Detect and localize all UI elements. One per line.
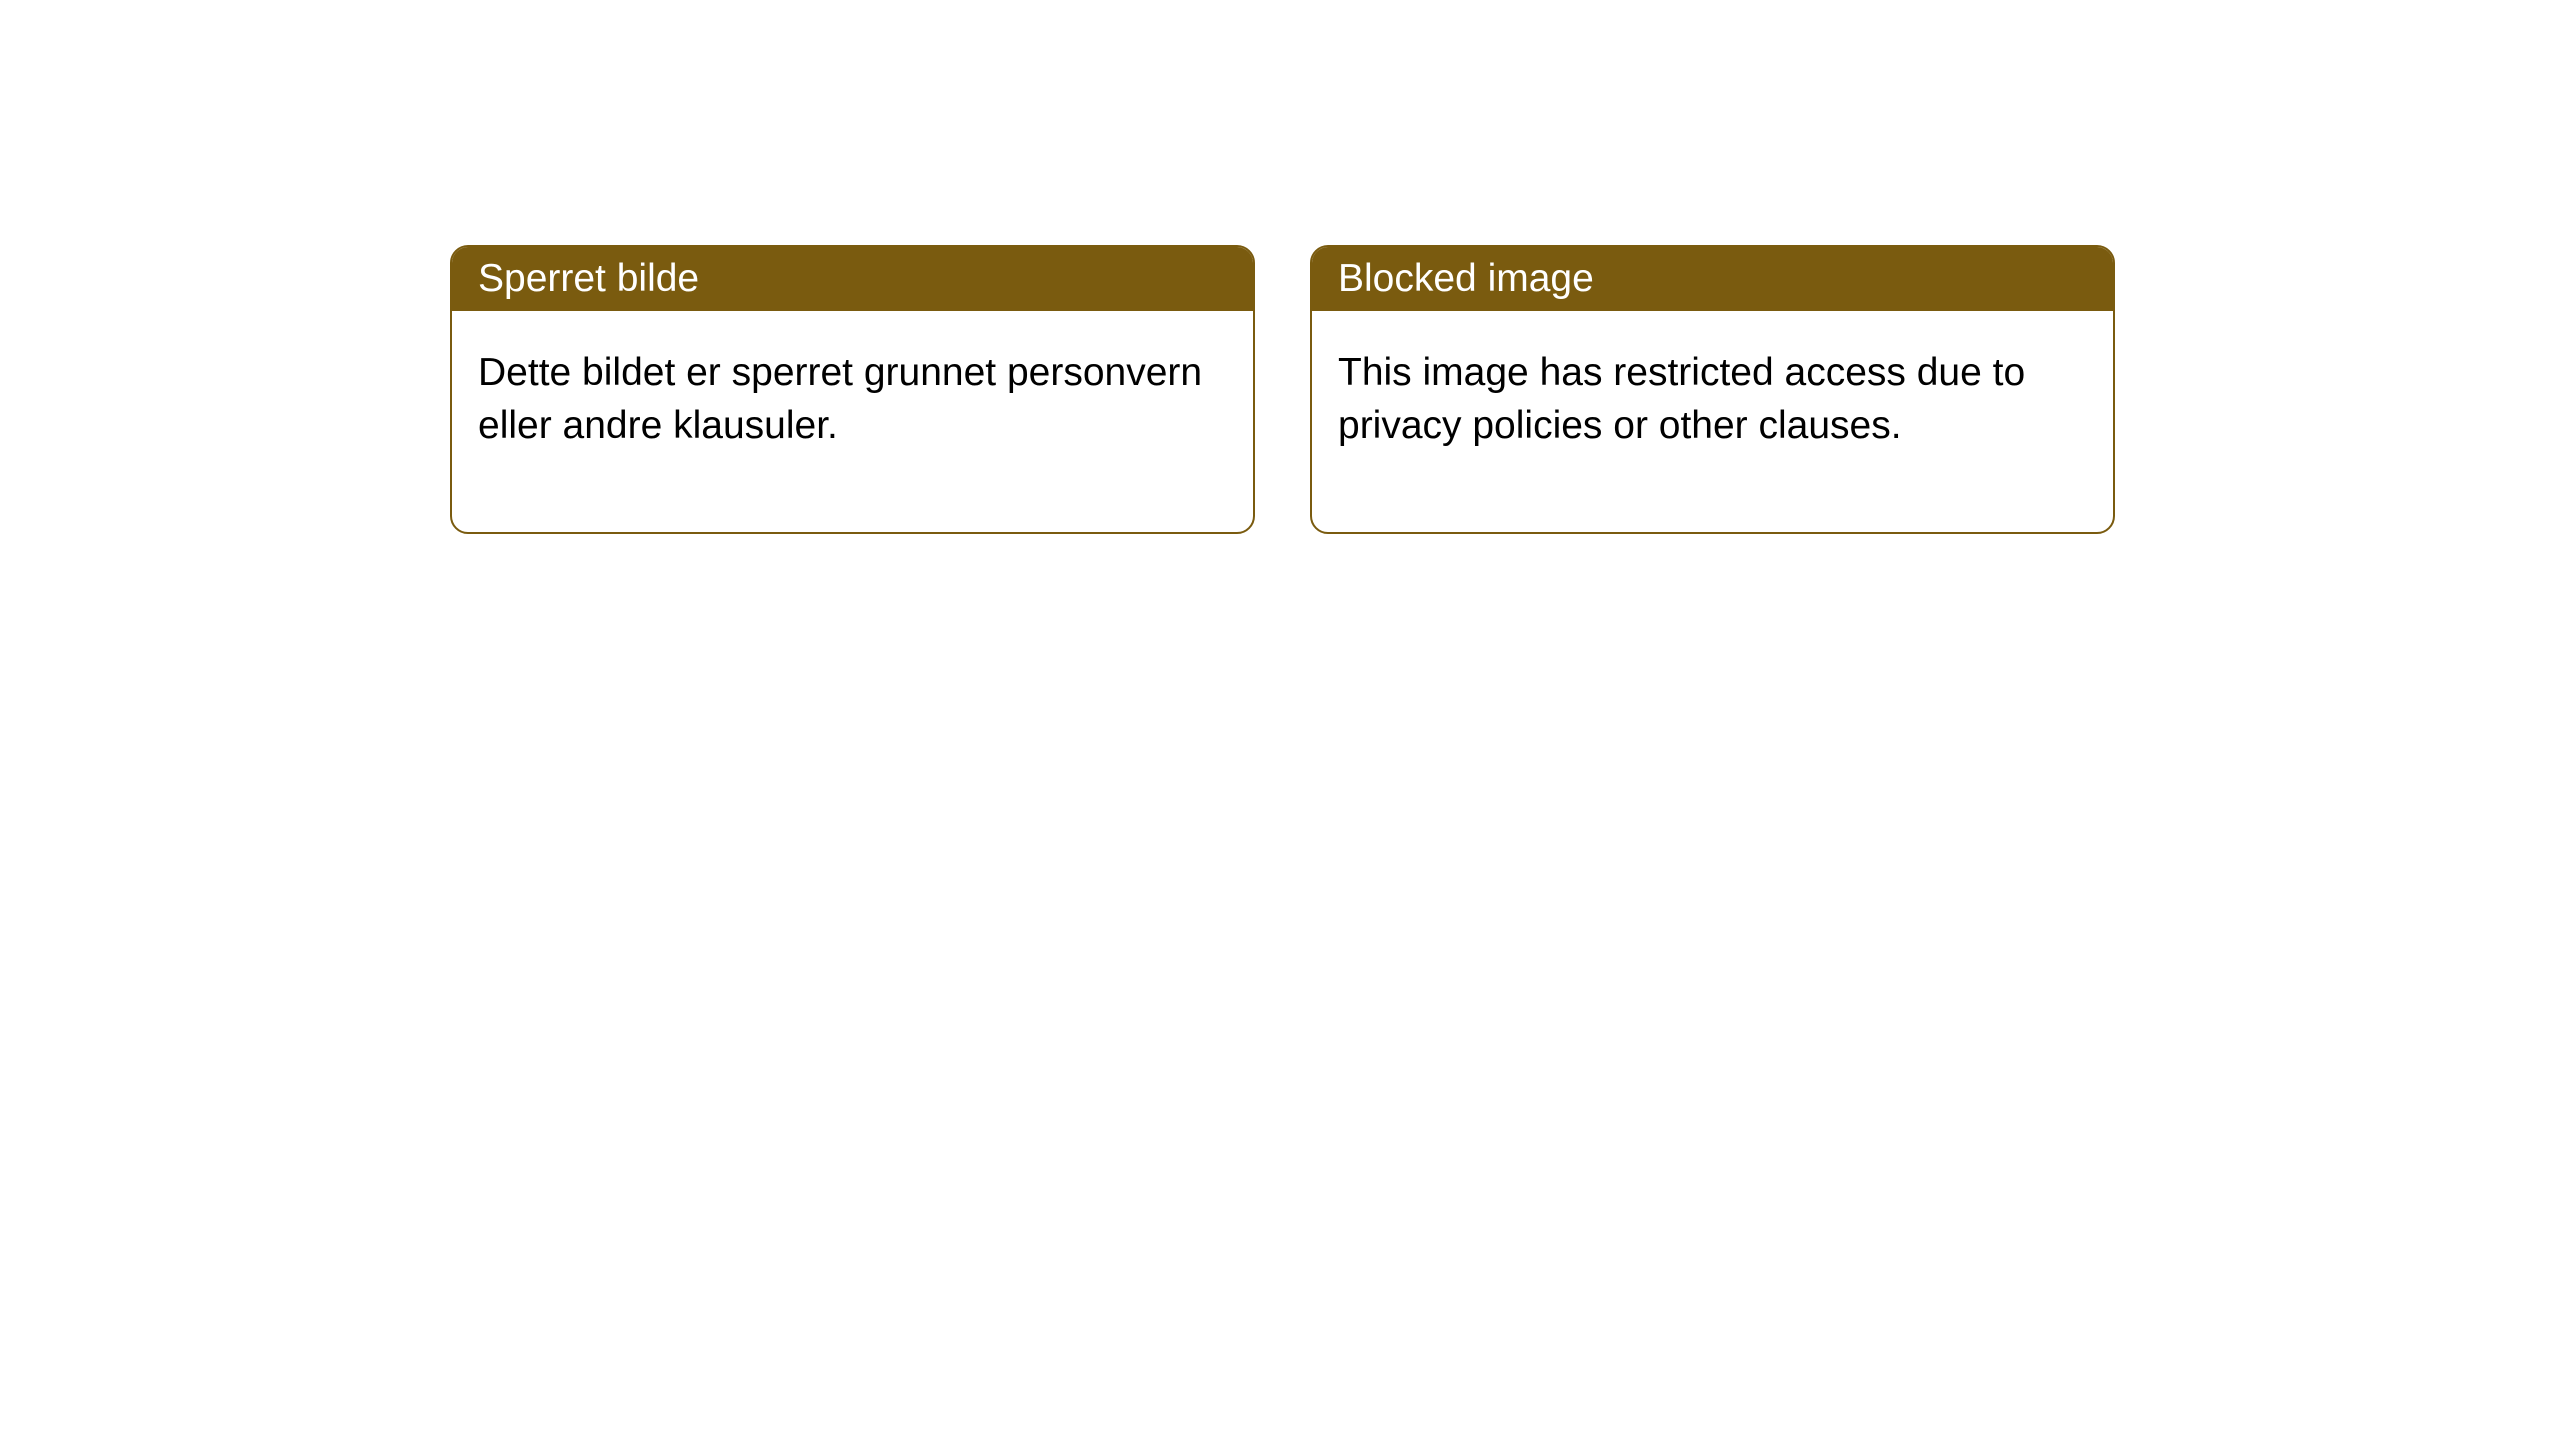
notice-card-english: Blocked image This image has restricted …: [1310, 245, 2115, 534]
notice-body: This image has restricted access due to …: [1312, 311, 2113, 532]
notice-card-norwegian: Sperret bilde Dette bildet er sperret gr…: [450, 245, 1255, 534]
blocked-image-notices: Sperret bilde Dette bildet er sperret gr…: [450, 245, 2115, 534]
notice-title: Sperret bilde: [452, 247, 1253, 311]
notice-body: Dette bildet er sperret grunnet personve…: [452, 311, 1253, 532]
notice-title: Blocked image: [1312, 247, 2113, 311]
